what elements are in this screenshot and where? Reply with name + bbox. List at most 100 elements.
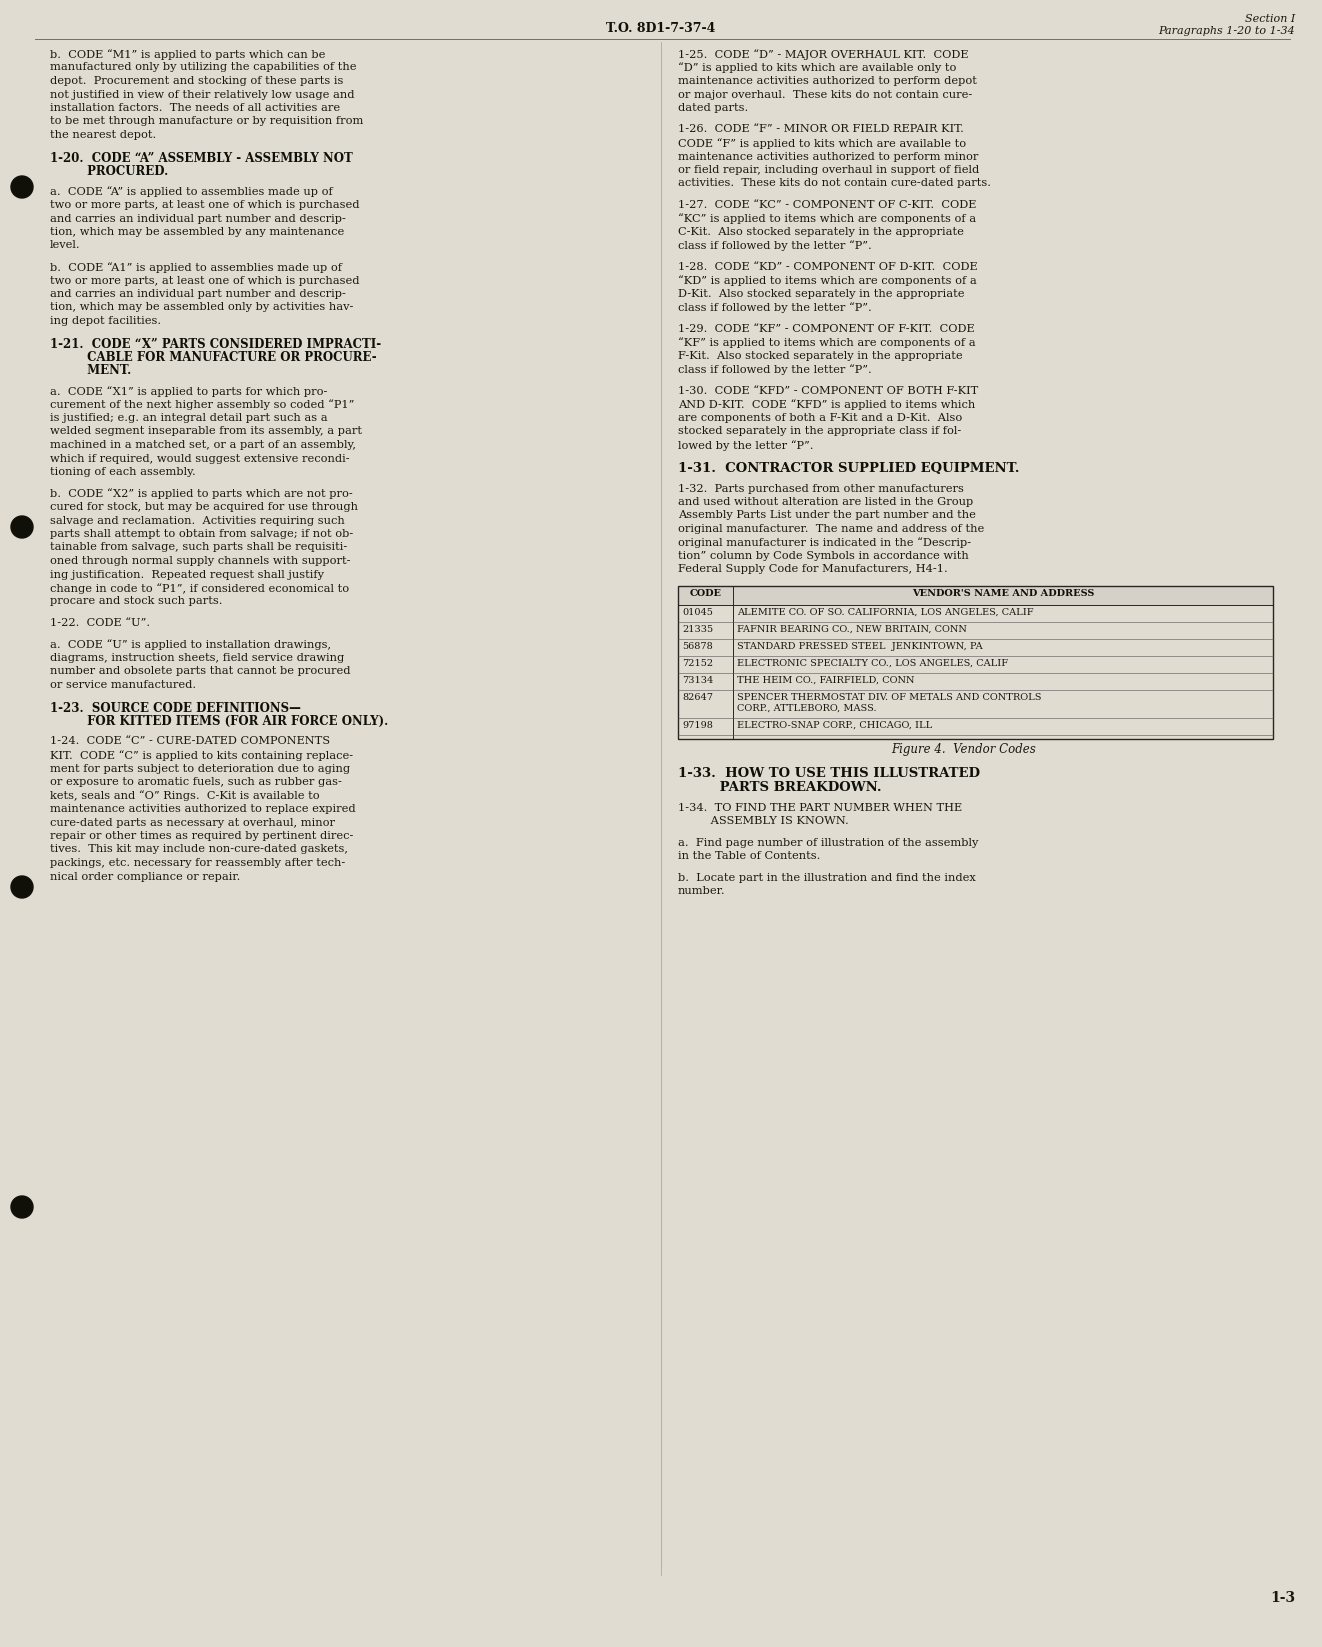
Text: ment for parts subject to deterioration due to aging: ment for parts subject to deterioration …: [50, 764, 350, 774]
Text: CABLE FOR MANUFACTURE OR PROCURE-: CABLE FOR MANUFACTURE OR PROCURE-: [50, 351, 377, 364]
Text: stocked separately in the appropriate class if fol-: stocked separately in the appropriate cl…: [678, 427, 961, 436]
Text: 1-26.  CODE “F” - MINOR OR FIELD REPAIR KIT.: 1-26. CODE “F” - MINOR OR FIELD REPAIR K…: [678, 125, 964, 135]
Text: VENDOR'S NAME AND ADDRESS: VENDOR'S NAME AND ADDRESS: [912, 590, 1095, 598]
Circle shape: [11, 876, 33, 898]
Text: a.  CODE “U” is applied to installation drawings,: a. CODE “U” is applied to installation d…: [50, 639, 330, 651]
Text: and carries an individual part number and descrip-: and carries an individual part number an…: [50, 214, 346, 224]
Text: Figure 4.  Vendor Codes: Figure 4. Vendor Codes: [891, 743, 1036, 756]
Text: original manufacturer is indicated in the “Descrip-: original manufacturer is indicated in th…: [678, 537, 972, 548]
Text: and carries an individual part number and descrip-: and carries an individual part number an…: [50, 288, 346, 300]
Text: kets, seals and “O” Rings.  C-Kit is available to: kets, seals and “O” Rings. C-Kit is avai…: [50, 791, 320, 802]
Text: or service manufactured.: or service manufactured.: [50, 680, 196, 690]
Text: 73134: 73134: [682, 675, 714, 685]
Text: a.  Find page number of illustration of the assembly: a. Find page number of illustration of t…: [678, 838, 978, 848]
Text: 1-34.  TO FIND THE PART NUMBER WHEN THE: 1-34. TO FIND THE PART NUMBER WHEN THE: [678, 802, 962, 812]
Text: 1-29.  CODE “KF” - COMPONENT OF F-KIT.  CODE: 1-29. CODE “KF” - COMPONENT OF F-KIT. CO…: [678, 324, 974, 334]
Text: C-Kit.  Also stocked separately in the appropriate: C-Kit. Also stocked separately in the ap…: [678, 227, 964, 237]
Text: AND D-KIT.  CODE “KFD” is applied to items which: AND D-KIT. CODE “KFD” is applied to item…: [678, 400, 976, 410]
Text: machined in a matched set, or a part of an assembly,: machined in a matched set, or a part of …: [50, 440, 356, 450]
Text: 1-30.  CODE “KFD” - COMPONENT OF BOTH F-KIT: 1-30. CODE “KFD” - COMPONENT OF BOTH F-K…: [678, 385, 978, 395]
Text: are components of both a F-Kit and a D-Kit.  Also: are components of both a F-Kit and a D-K…: [678, 413, 962, 423]
Circle shape: [11, 1196, 33, 1219]
Text: D-Kit.  Also stocked separately in the appropriate: D-Kit. Also stocked separately in the ap…: [678, 288, 965, 300]
Text: cure-dated parts as necessary at overhaul, minor: cure-dated parts as necessary at overhau…: [50, 817, 334, 827]
Text: class if followed by the letter “P”.: class if followed by the letter “P”.: [678, 303, 871, 313]
Text: maintenance activities authorized to replace expired: maintenance activities authorized to rep…: [50, 804, 356, 814]
Text: STANDARD PRESSED STEEL  JENKINTOWN, PA: STANDARD PRESSED STEEL JENKINTOWN, PA: [736, 642, 982, 651]
Text: “KC” is applied to items which are components of a: “KC” is applied to items which are compo…: [678, 214, 976, 224]
Text: maintenance activities authorized to perform depot: maintenance activities authorized to per…: [678, 76, 977, 86]
Text: CORP., ATTLEBORO, MASS.: CORP., ATTLEBORO, MASS.: [736, 703, 876, 713]
Text: b.  CODE “A1” is applied to assemblies made up of: b. CODE “A1” is applied to assemblies ma…: [50, 262, 342, 273]
Text: tion, which may be assembled only by activities hav-: tion, which may be assembled only by act…: [50, 303, 353, 313]
Text: repair or other times as required by pertinent direc-: repair or other times as required by per…: [50, 832, 353, 842]
Text: two or more parts, at least one of which is purchased: two or more parts, at least one of which…: [50, 199, 360, 211]
Circle shape: [11, 176, 33, 198]
Text: ing justification.  Repeated request shall justify: ing justification. Repeated request shal…: [50, 570, 324, 580]
Text: “D” is applied to kits which are available only to: “D” is applied to kits which are availab…: [678, 63, 956, 72]
Text: 01045: 01045: [682, 608, 713, 618]
Text: 72152: 72152: [682, 659, 713, 669]
Text: b.  CODE “M1” is applied to parts which can be: b. CODE “M1” is applied to parts which c…: [50, 49, 325, 59]
Text: tainable from salvage, such parts shall be requisiti-: tainable from salvage, such parts shall …: [50, 542, 348, 552]
Text: 1-32.  Parts purchased from other manufacturers: 1-32. Parts purchased from other manufac…: [678, 484, 964, 494]
Text: activities.  These kits do not contain cure-dated parts.: activities. These kits do not contain cu…: [678, 178, 992, 188]
Text: 1-31.  CONTRACTOR SUPPLIED EQUIPMENT.: 1-31. CONTRACTOR SUPPLIED EQUIPMENT.: [678, 461, 1019, 474]
Text: or field repair, including overhaul in support of field: or field repair, including overhaul in s…: [678, 165, 980, 175]
Text: cured for stock, but may be acquired for use through: cured for stock, but may be acquired for…: [50, 502, 358, 512]
Text: Paragraphs 1-20 to 1-34: Paragraphs 1-20 to 1-34: [1158, 26, 1296, 36]
Text: procare and stock such parts.: procare and stock such parts.: [50, 596, 222, 606]
Text: to be met through manufacture or by requisition from: to be met through manufacture or by requ…: [50, 117, 364, 127]
Text: oned through normal supply channels with support-: oned through normal supply channels with…: [50, 557, 350, 567]
Text: a.  CODE “A” is applied to assemblies made up of: a. CODE “A” is applied to assemblies mad…: [50, 186, 333, 198]
Text: FOR KITTED ITEMS (FOR AIR FORCE ONLY).: FOR KITTED ITEMS (FOR AIR FORCE ONLY).: [50, 715, 389, 728]
Text: tioning of each assembly.: tioning of each assembly.: [50, 468, 196, 478]
Text: T.O. 8D1-7-37-4: T.O. 8D1-7-37-4: [607, 21, 715, 35]
Text: which if required, would suggest extensive recondi-: which if required, would suggest extensi…: [50, 453, 349, 463]
Text: manufactured only by utilizing the capabilities of the: manufactured only by utilizing the capab…: [50, 63, 357, 72]
Text: KIT.  CODE “C” is applied to kits containing replace-: KIT. CODE “C” is applied to kits contain…: [50, 749, 353, 761]
Text: 97198: 97198: [682, 721, 713, 730]
Text: curement of the next higher assembly so coded “P1”: curement of the next higher assembly so …: [50, 400, 354, 410]
Bar: [678, 586, 1273, 740]
Text: PARTS BREAKDOWN.: PARTS BREAKDOWN.: [678, 781, 882, 794]
Text: MENT.: MENT.: [50, 364, 131, 377]
Text: packings, etc. necessary for reassembly after tech-: packings, etc. necessary for reassembly …: [50, 858, 345, 868]
Text: parts shall attempt to obtain from salvage; if not ob-: parts shall attempt to obtain from salva…: [50, 529, 353, 539]
Text: b.  Locate part in the illustration and find the index: b. Locate part in the illustration and f…: [678, 873, 976, 883]
Text: ELECTRONIC SPECIALTY CO., LOS ANGELES, CALIF: ELECTRONIC SPECIALTY CO., LOS ANGELES, C…: [736, 659, 1009, 669]
Text: 1-28.  CODE “KD” - COMPONENT OF D-KIT.  CODE: 1-28. CODE “KD” - COMPONENT OF D-KIT. CO…: [678, 262, 978, 272]
Text: 1-33.  HOW TO USE THIS ILLUSTRATED: 1-33. HOW TO USE THIS ILLUSTRATED: [678, 766, 980, 779]
Text: 82647: 82647: [682, 693, 713, 702]
Text: ALEMITE CO. OF SO. CALIFORNIA, LOS ANGELES, CALIF: ALEMITE CO. OF SO. CALIFORNIA, LOS ANGEL…: [736, 608, 1034, 618]
Text: or exposure to aromatic fuels, such as rubber gas-: or exposure to aromatic fuels, such as r…: [50, 777, 342, 787]
Text: number and obsolete parts that cannot be procured: number and obsolete parts that cannot be…: [50, 667, 350, 677]
Text: change in code to “P1”, if considered economical to: change in code to “P1”, if considered ec…: [50, 583, 349, 595]
Text: number.: number.: [678, 886, 726, 896]
Text: CODE: CODE: [690, 590, 722, 598]
Text: a.  CODE “X1” is applied to parts for which pro-: a. CODE “X1” is applied to parts for whi…: [50, 385, 328, 397]
Circle shape: [11, 516, 33, 539]
Text: welded segment inseparable from its assembly, a part: welded segment inseparable from its asse…: [50, 427, 362, 436]
Text: 1-3: 1-3: [1270, 1591, 1296, 1604]
Text: diagrams, instruction sheets, field service drawing: diagrams, instruction sheets, field serv…: [50, 652, 344, 664]
Text: “KF” is applied to items which are components of a: “KF” is applied to items which are compo…: [678, 338, 976, 348]
Text: PROCURED.: PROCURED.: [50, 165, 168, 178]
Text: “KD” is applied to items which are components of a: “KD” is applied to items which are compo…: [678, 275, 977, 287]
Text: not justified in view of their relatively low usage and: not justified in view of their relativel…: [50, 89, 354, 99]
Text: FAFNIR BEARING CO., NEW BRITAIN, CONN: FAFNIR BEARING CO., NEW BRITAIN, CONN: [736, 624, 966, 634]
Text: salvage and reclamation.  Activities requiring such: salvage and reclamation. Activities requ…: [50, 516, 345, 525]
Text: maintenance activities authorized to perform minor: maintenance activities authorized to per…: [678, 152, 978, 161]
Text: Assembly Parts List under the part number and the: Assembly Parts List under the part numbe…: [678, 511, 976, 520]
Text: 1-22.  CODE “U”.: 1-22. CODE “U”.: [50, 618, 151, 628]
Text: lowed by the letter “P”.: lowed by the letter “P”.: [678, 440, 813, 451]
Text: depot.  Procurement and stocking of these parts is: depot. Procurement and stocking of these…: [50, 76, 344, 86]
Text: tion, which may be assembled by any maintenance: tion, which may be assembled by any main…: [50, 227, 344, 237]
Text: 21335: 21335: [682, 624, 713, 634]
Text: and used without alteration are listed in the Group: and used without alteration are listed i…: [678, 497, 973, 507]
Text: 1-21.  CODE “X” PARTS CONSIDERED IMPRACTI-: 1-21. CODE “X” PARTS CONSIDERED IMPRACTI…: [50, 338, 381, 351]
Text: 1-20.  CODE “A” ASSEMBLY - ASSEMBLY NOT: 1-20. CODE “A” ASSEMBLY - ASSEMBLY NOT: [50, 152, 353, 165]
Text: Section I: Section I: [1245, 15, 1296, 25]
Text: dated parts.: dated parts.: [678, 104, 748, 114]
Text: class if followed by the letter “P”.: class if followed by the letter “P”.: [678, 240, 871, 252]
